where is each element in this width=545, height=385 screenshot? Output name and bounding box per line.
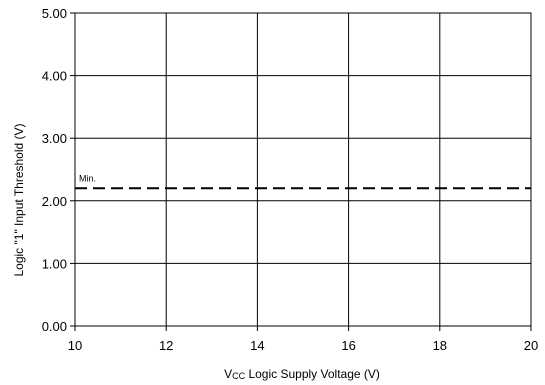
axis-ticks bbox=[70, 12, 532, 331]
x-tick-label: 18 bbox=[433, 338, 447, 353]
x-tick-label: 16 bbox=[341, 338, 355, 353]
y-tick-label: 2.00 bbox=[42, 194, 67, 209]
x-axis-title-subscript: CC bbox=[232, 371, 245, 381]
x-tick-label: 12 bbox=[159, 338, 173, 353]
series-layer: Min. bbox=[75, 173, 531, 190]
x-axis-title-rest: Logic Supply Voltage (V) bbox=[245, 367, 380, 381]
y-tick-label: 4.00 bbox=[42, 69, 67, 84]
y-tick-label: 3.00 bbox=[42, 131, 67, 146]
x-axis-title-main: V bbox=[224, 367, 232, 381]
plot-frame bbox=[74, 12, 532, 327]
x-axis-title: VCC Logic Supply Voltage (V) bbox=[224, 367, 380, 381]
x-tick-label: 10 bbox=[68, 338, 82, 353]
y-tick-label: 1.00 bbox=[42, 256, 67, 271]
grid-lines bbox=[74, 12, 532, 327]
y-tick-labels: 0.00 1.00 2.00 3.00 4.00 5.00 bbox=[42, 6, 67, 334]
x-tick-labels: 10 12 14 16 18 20 bbox=[68, 338, 538, 353]
x-tick-label: 20 bbox=[524, 338, 538, 353]
min-annotation: Min. bbox=[79, 173, 96, 183]
y-tick-label: 0.00 bbox=[42, 319, 67, 334]
y-axis-title: Logic "1" Input Threshold (V) bbox=[12, 123, 26, 276]
y-tick-label: 5.00 bbox=[42, 6, 67, 21]
x-tick-label: 14 bbox=[250, 338, 264, 353]
